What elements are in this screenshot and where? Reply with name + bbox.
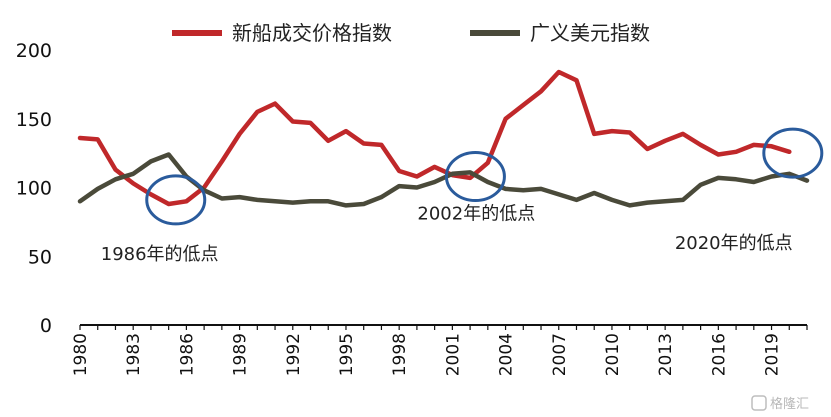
annotation-circle	[762, 127, 824, 179]
x-tick-label: 2016	[709, 333, 729, 376]
legend-label-dollar-index: 广义美元指数	[530, 21, 650, 45]
x-tick-label: 1995	[337, 333, 357, 376]
x-tick-label: 1989	[231, 333, 251, 376]
annotation-label: 2002年的低点	[417, 204, 535, 225]
x-tick-label: 2013	[656, 333, 676, 376]
watermark: 格隆汇	[751, 395, 809, 412]
y-axis: 0 50 100 150 200	[16, 40, 52, 337]
y-tick-label: 50	[28, 246, 52, 268]
x-tick-label: 1980	[71, 333, 91, 376]
series-line-ship-price	[77, 69, 792, 207]
annotation-label: 1986年的低点	[101, 244, 219, 265]
x-tick-label: 2019	[763, 333, 783, 376]
watermark-text: 格隆汇	[770, 396, 809, 412]
annotation-circle	[444, 151, 506, 202]
y-tick-label: 200	[16, 40, 52, 62]
x-tick-label: 1983	[124, 333, 144, 376]
x-tick-label: 2001	[443, 333, 463, 376]
x-tick-label: 1986	[177, 333, 197, 376]
x-tick-label: 1992	[284, 333, 304, 376]
y-tick-label: 0	[40, 315, 52, 337]
x-tick-label: 2007	[550, 333, 570, 376]
x-tick-label: 2010	[603, 333, 623, 376]
watermark-logo-icon	[751, 395, 767, 411]
legend-label-ship-price: 新船成交价格指数	[232, 21, 392, 45]
x-tick-label: 2004	[497, 333, 517, 376]
y-tick-label: 100	[16, 178, 52, 200]
series-layer	[77, 69, 810, 208]
y-tick-label: 150	[16, 109, 52, 131]
annotation-circle	[145, 174, 207, 226]
x-tick-label: 1998	[390, 333, 410, 376]
x-axis: 1980 1983 1986 1989 1992 1995 1998 2001 2004 2007…	[71, 324, 808, 376]
legend: 新船成交价格指数 广义美元指数	[172, 21, 650, 45]
annotation-label: 2020年的低点	[675, 233, 793, 254]
annotation-layer: 1986年的低点 2002年的低点 2020年的低点	[101, 127, 824, 265]
